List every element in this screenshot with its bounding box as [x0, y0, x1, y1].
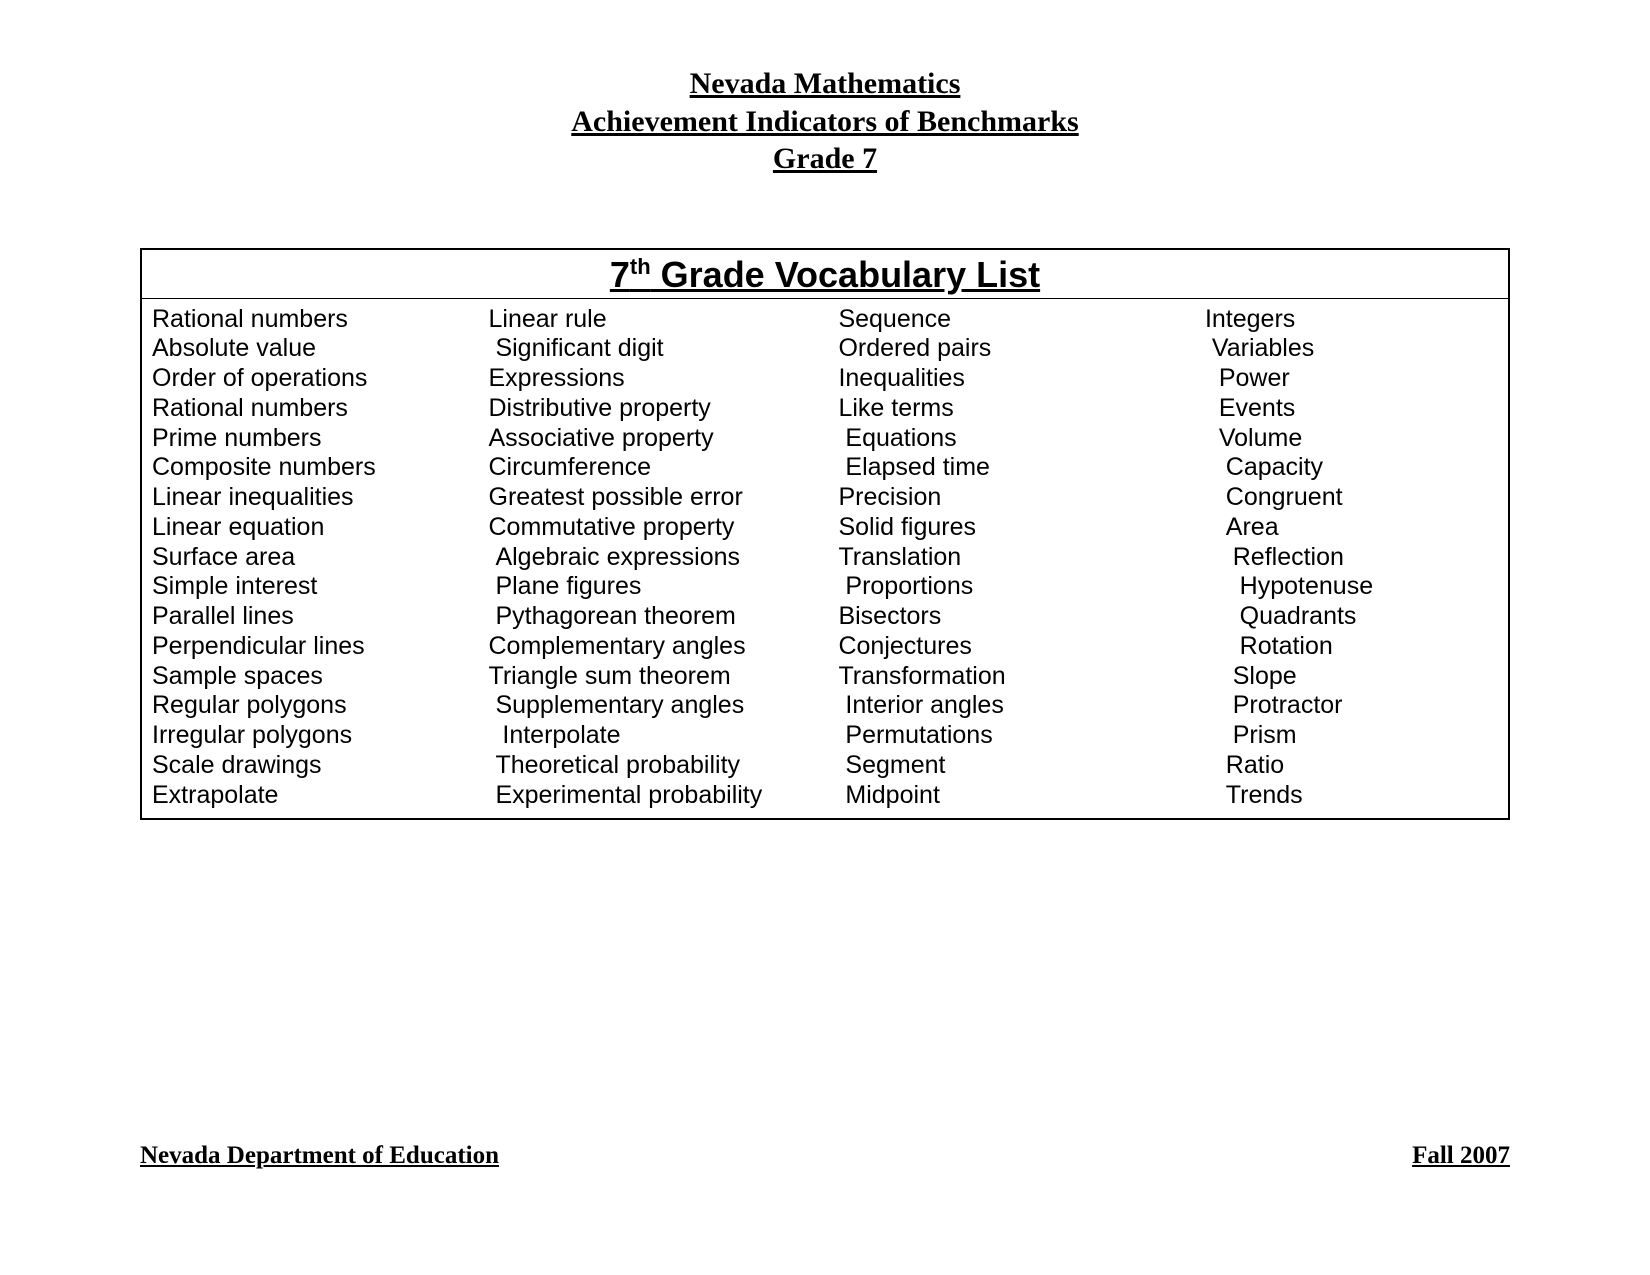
vocab-item: Permutations	[838, 721, 1175, 751]
vocab-item: Transformation	[838, 662, 1175, 692]
vocab-item: Surface area	[152, 543, 489, 573]
vocab-item: Plane figures	[489, 572, 839, 602]
vocab-item: Variables	[1205, 334, 1498, 364]
vocab-item: Circumference	[489, 453, 839, 483]
vocab-item: Congruent	[1205, 483, 1498, 513]
vocab-item: Protractor	[1205, 691, 1498, 721]
vocab-column-1: Rational numbersAbsolute valueOrder of o…	[152, 305, 489, 811]
vocab-column-2: Linear rule Significant digitExpressions…	[489, 305, 839, 811]
page-header: Nevada Mathematics Achievement Indicator…	[0, 0, 1650, 178]
vocab-item: Interior angles	[838, 691, 1175, 721]
header-line-2: Achievement Indicators of Benchmarks	[0, 103, 1650, 141]
vocab-item: Significant digit	[489, 334, 839, 364]
vocab-item: Inequalities	[838, 364, 1175, 394]
vocab-item: Integers	[1205, 305, 1498, 335]
vocab-item: Conjectures	[838, 632, 1175, 662]
vocab-item: Rational numbers	[152, 394, 489, 424]
vocab-item: Trends	[1205, 781, 1498, 811]
vocab-item: Prism	[1205, 721, 1498, 751]
vocab-item: Expressions	[489, 364, 839, 394]
vocab-item: Slope	[1205, 662, 1498, 692]
vocab-item: Simple interest	[152, 572, 489, 602]
vocab-item: Complementary angles	[489, 632, 839, 662]
vocab-item: Proportions	[838, 572, 1175, 602]
vocab-item: Ordered pairs	[838, 334, 1175, 364]
title-prefix: 7	[610, 254, 630, 295]
vocab-item: Ratio	[1205, 751, 1498, 781]
vocab-item: Equations	[838, 424, 1175, 454]
vocab-item: Triangle sum theorem	[489, 662, 839, 692]
vocab-item: Composite numbers	[152, 453, 489, 483]
vocab-item: Associative property	[489, 424, 839, 454]
vocab-item: Pythagorean theorem	[489, 602, 839, 632]
vocab-item: Order of operations	[152, 364, 489, 394]
vocab-item: Prime numbers	[152, 424, 489, 454]
vocab-column-4: Integers Variables Power Events Volume C…	[1175, 305, 1498, 811]
vocab-item: Distributive property	[489, 394, 839, 424]
vocab-item: Events	[1205, 394, 1498, 424]
vocab-item: Sample spaces	[152, 662, 489, 692]
vocab-item: Volume	[1205, 424, 1498, 454]
vocab-item: Extrapolate	[152, 781, 489, 811]
vocabulary-table: 7th Grade Vocabulary List Rational numbe…	[140, 248, 1510, 821]
vocab-item: Power	[1205, 364, 1498, 394]
vocab-item: Irregular polygons	[152, 721, 489, 751]
footer-left: Nevada Department of Education	[140, 1142, 499, 1170]
footer-right: Fall 2007	[1412, 1142, 1510, 1170]
vocab-item: Capacity	[1205, 453, 1498, 483]
vocabulary-title: 7th Grade Vocabulary List	[142, 250, 1508, 299]
vocab-item: Bisectors	[838, 602, 1175, 632]
vocab-item: Absolute value	[152, 334, 489, 364]
vocab-item: Greatest possible error	[489, 483, 839, 513]
vocab-item: Scale drawings	[152, 751, 489, 781]
vocab-item: Theoretical probability	[489, 751, 839, 781]
header-line-3: Grade 7	[0, 140, 1650, 178]
vocab-item: Linear inequalities	[152, 483, 489, 513]
title-superscript: th	[630, 254, 651, 279]
vocab-item: Rational numbers	[152, 305, 489, 335]
vocab-item: Commutative property	[489, 513, 839, 543]
vocabulary-grid: Rational numbersAbsolute valueOrder of o…	[142, 299, 1508, 819]
title-suffix: Grade Vocabulary List	[651, 254, 1040, 295]
vocab-item: Like terms	[838, 394, 1175, 424]
header-line-1: Nevada Mathematics	[0, 65, 1650, 103]
vocab-item: Quadrants	[1205, 602, 1498, 632]
vocab-item: Precision	[838, 483, 1175, 513]
vocab-item: Perpendicular lines	[152, 632, 489, 662]
vocab-item: Hypotenuse	[1205, 572, 1498, 602]
vocab-item: Supplementary angles	[489, 691, 839, 721]
vocab-item: Solid figures	[838, 513, 1175, 543]
vocab-item: Midpoint	[838, 781, 1175, 811]
vocab-item: Sequence	[838, 305, 1175, 335]
page-footer: Nevada Department of Education Fall 2007	[140, 1142, 1510, 1170]
vocab-item: Linear rule	[489, 305, 839, 335]
vocab-item: Interpolate	[489, 721, 839, 751]
vocab-item: Algebraic expressions	[489, 543, 839, 573]
vocab-item: Segment	[838, 751, 1175, 781]
vocab-item: Elapsed time	[838, 453, 1175, 483]
vocab-column-3: SequenceOrdered pairsInequalitiesLike te…	[838, 305, 1175, 811]
vocab-item: Area	[1205, 513, 1498, 543]
vocab-item: Linear equation	[152, 513, 489, 543]
vocab-item: Reflection	[1205, 543, 1498, 573]
vocab-item: Experimental probability	[489, 781, 839, 811]
vocab-item: Rotation	[1205, 632, 1498, 662]
vocab-item: Parallel lines	[152, 602, 489, 632]
vocab-item: Regular polygons	[152, 691, 489, 721]
vocab-item: Translation	[838, 543, 1175, 573]
